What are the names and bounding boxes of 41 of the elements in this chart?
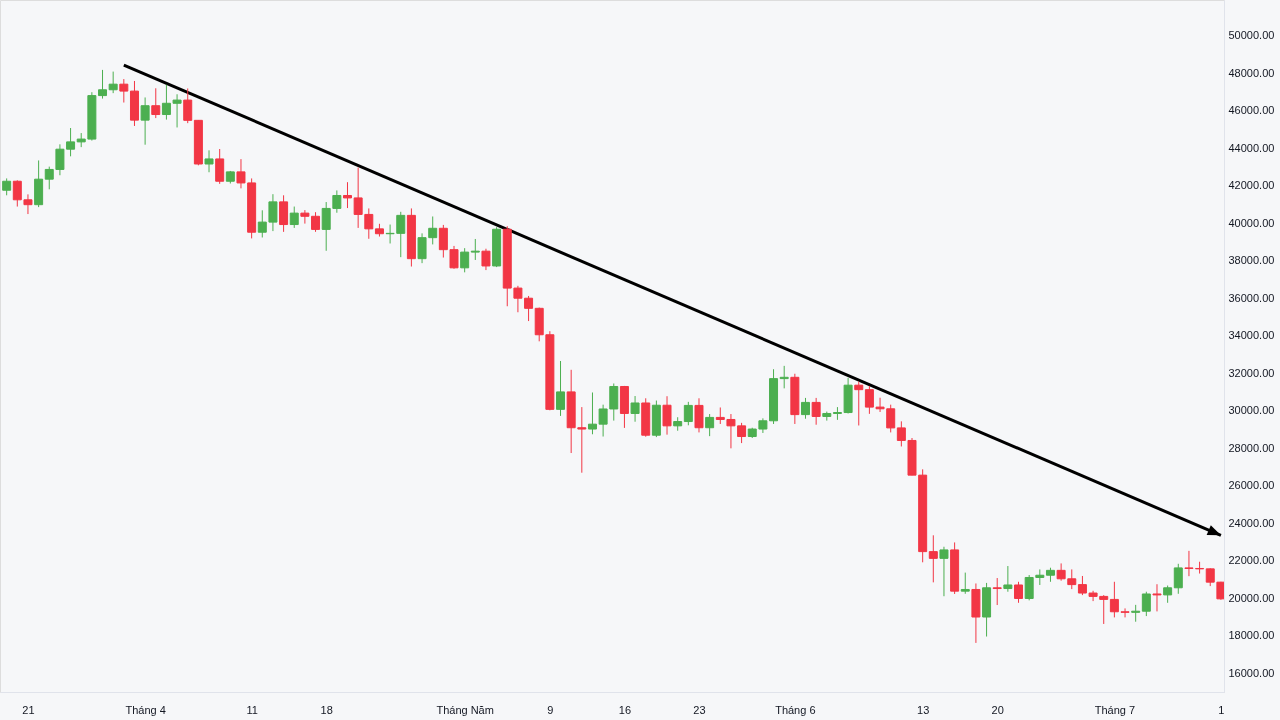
x-tick-label: 16 [618, 703, 632, 716]
y-tick-label: 44000.00 [1228, 141, 1275, 154]
y-tick-label: 36000.00 [1228, 291, 1275, 304]
x-tick-label: 11 [246, 703, 258, 716]
x-tick-label: 21 [22, 703, 35, 716]
candlestick [960, 572, 970, 595]
x-tick-label: 9 [547, 703, 554, 716]
y-tick-label: 28000.00 [1228, 441, 1275, 454]
candlestick [108, 71, 118, 94]
candlestick [939, 546, 949, 597]
candlestick [992, 577, 1002, 606]
y-tick-label: 16000.00 [1228, 666, 1275, 679]
x-tick-label: Tháng Năm [436, 703, 494, 716]
x-tick-label: 20 [991, 703, 1004, 716]
x-tick-label: 23 [693, 703, 706, 716]
y-tick-label: 50000.00 [1228, 29, 1275, 42]
x-tick-label: 1 [1218, 703, 1225, 716]
y-tick-label: 30000.00 [1228, 404, 1275, 417]
y-tick-label: 42000.00 [1228, 179, 1275, 192]
candlestick [1003, 565, 1013, 593]
y-tick-label: 18000.00 [1228, 629, 1275, 642]
x-tick-label: Tháng 7 [1094, 703, 1136, 716]
y-tick-label: 32000.00 [1228, 366, 1275, 379]
y-tick-label: 24000.00 [1228, 516, 1275, 529]
candlestick [928, 534, 938, 583]
candlestick [1014, 581, 1024, 604]
y-tick-label: 48000.00 [1228, 66, 1275, 79]
candlestick [1152, 583, 1162, 612]
y-tick-label: 38000.00 [1228, 254, 1275, 267]
y-tick-label: 20000.00 [1228, 591, 1275, 604]
candlestick [1173, 563, 1183, 595]
y-tick-label: 34000.00 [1228, 329, 1275, 342]
y-tick-label: 46000.00 [1228, 104, 1275, 117]
y-tick-label: 26000.00 [1228, 479, 1275, 492]
x-tick-label: 18 [320, 703, 333, 716]
candlestick [1141, 591, 1151, 617]
y-tick-label: 22000.00 [1228, 554, 1275, 567]
x-tick-label: 13 [917, 703, 930, 716]
y-tick-label: 40000.00 [1228, 216, 1275, 229]
x-tick-label: Tháng 4 [125, 703, 166, 716]
x-tick-label: Tháng 6 [775, 703, 816, 716]
